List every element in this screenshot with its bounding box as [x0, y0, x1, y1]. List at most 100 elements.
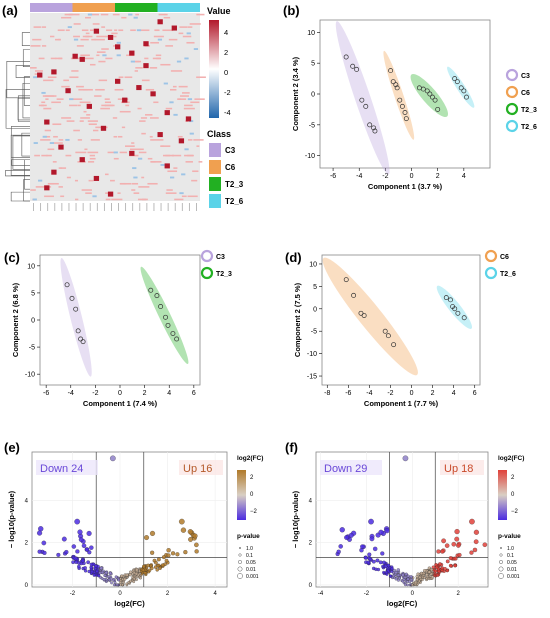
- heatmap-cell-light: [152, 57, 162, 60]
- heatmap-cell-light: [95, 88, 105, 91]
- heatmap-cell-light: [196, 145, 200, 147]
- volcano-point: [396, 573, 400, 577]
- x-axis-label: Component 1 (3.7 %): [368, 182, 443, 191]
- heatmap-cell-light: [144, 57, 149, 60]
- volcano-point: [99, 566, 103, 571]
- class-legend: C3 C6 T2_3 T2_6: [209, 143, 244, 208]
- heatmap-cell-light: [42, 95, 54, 97]
- heatmap-cell-high: [157, 132, 163, 138]
- heatmap-cell-light: [55, 38, 61, 41]
- legend-label-C6: C6: [500, 254, 509, 261]
- heatmap-cell-light: [130, 29, 136, 32]
- colorbar-title: log2(FC): [237, 455, 263, 462]
- volcano-point: [371, 559, 376, 564]
- heatmap-cell-light: [135, 60, 140, 63]
- heatmap-cell-light: [189, 23, 201, 25]
- volcano-point: [166, 548, 171, 553]
- heatmap-cell-high: [51, 169, 57, 175]
- heatmap-cell-light: [96, 35, 107, 38]
- heatmap-cell-light: [89, 29, 94, 32]
- volcano-point: [411, 583, 414, 587]
- data-point-C3: [359, 97, 365, 103]
- heatmap-cell-light: [35, 70, 43, 72]
- volcano-point: [429, 567, 434, 572]
- volcano-point: [94, 564, 98, 568]
- volcano-point: [117, 578, 121, 582]
- class-legend-label-T2_3: T2_3: [225, 180, 244, 189]
- heatmap-cell-light: [98, 60, 106, 63]
- volcano-point: [430, 575, 434, 579]
- y-tick-label: 0: [309, 583, 313, 589]
- volcano-point: [448, 563, 453, 568]
- volcano-point: [75, 549, 80, 554]
- down-label-background: [36, 460, 98, 475]
- heatmap-cell-light: [55, 57, 63, 60]
- heatmap-cell-light: [82, 57, 94, 60]
- heatmap-cell-high: [143, 63, 149, 69]
- class-bar-C6: [72, 3, 115, 12]
- volcano-point: [125, 573, 129, 577]
- heatmap-cell-high: [129, 50, 135, 56]
- value-legend-title: Value: [207, 6, 231, 16]
- volcano-point: [409, 575, 413, 579]
- heatmap-cell-light: [85, 32, 90, 35]
- heatmap-cell-light: [96, 54, 100, 57]
- heatmap-cell-light: [137, 107, 142, 110]
- value-colorbar-tick: -4: [224, 108, 231, 117]
- heatmap-cell-light: [105, 104, 113, 107]
- x-axis-label: log2(FC): [387, 599, 418, 608]
- heatmap-cell-light: [101, 104, 107, 107]
- volcano-point: [453, 563, 457, 568]
- x-tick-label: 4: [213, 591, 217, 597]
- heatmap-cell-high: [44, 185, 50, 191]
- heatmap-cell-light: [85, 16, 91, 19]
- confidence-ellipse-C3: [60, 257, 92, 377]
- heatmap-cell-light: [30, 67, 37, 69]
- volcano-point: [469, 518, 475, 525]
- heatmap-cell-light: [178, 32, 184, 35]
- heatmap-cell-light: [114, 29, 118, 32]
- volcano-point: [394, 577, 398, 581]
- x-axis-label: log2(FC): [114, 599, 145, 608]
- y-tick-label: -15: [307, 374, 317, 381]
- heatmap-cell-light: [147, 182, 158, 185]
- volcano-point: [443, 567, 447, 571]
- size-legend-marker: [498, 566, 504, 572]
- volcano-point: [158, 566, 162, 570]
- heatmap-cell-light: [106, 29, 113, 32]
- volcano-point: [373, 546, 378, 552]
- data-point-C3: [363, 103, 369, 109]
- heatmap-cell-low: [33, 76, 38, 79]
- heatmap-cell-light: [86, 114, 91, 116]
- data-point-C6: [403, 116, 409, 122]
- heatmap-cell-high: [72, 53, 78, 59]
- heatmap-cell-light: [45, 98, 49, 100]
- volcano-point: [406, 577, 410, 581]
- heatmap-cell-light: [101, 26, 106, 28]
- dendrogram-branch: [15, 65, 30, 78]
- heatmap-cell-light: [177, 98, 181, 100]
- heatmap-cell-light: [154, 29, 160, 32]
- x-tick-label: 6: [192, 390, 196, 397]
- y-axis-label: − log10(p-value): [291, 490, 300, 548]
- dendrogram-branch: [24, 159, 30, 190]
- volcano-point: [83, 566, 87, 570]
- heatmap-cell-light: [63, 79, 69, 82]
- class-legend-swatch-T2_3: [209, 177, 221, 191]
- heatmap-cell-low: [67, 26, 72, 29]
- volcano-point: [401, 573, 405, 577]
- volcano-point: [482, 542, 488, 547]
- data-point-C6: [382, 328, 388, 334]
- heatmap-chart: Value 4 2 0 -2 -4 Class C3 C6 T2_3 T2_6: [5, 3, 244, 211]
- heatmap-cell-low: [38, 179, 43, 182]
- y-axis-label: − log10(p-value): [7, 490, 16, 548]
- y-tick-label: 10: [27, 263, 35, 270]
- heatmap-cell-light: [118, 76, 124, 79]
- volcano-point: [348, 532, 354, 538]
- heatmap-cell-low: [132, 167, 137, 170]
- heatmap-cell-low: [137, 157, 143, 160]
- volcano-point: [146, 563, 150, 568]
- heatmap-cell-low: [32, 198, 37, 201]
- heatmap-cell-light: [172, 85, 177, 88]
- heatmap-cell-light: [73, 23, 81, 25]
